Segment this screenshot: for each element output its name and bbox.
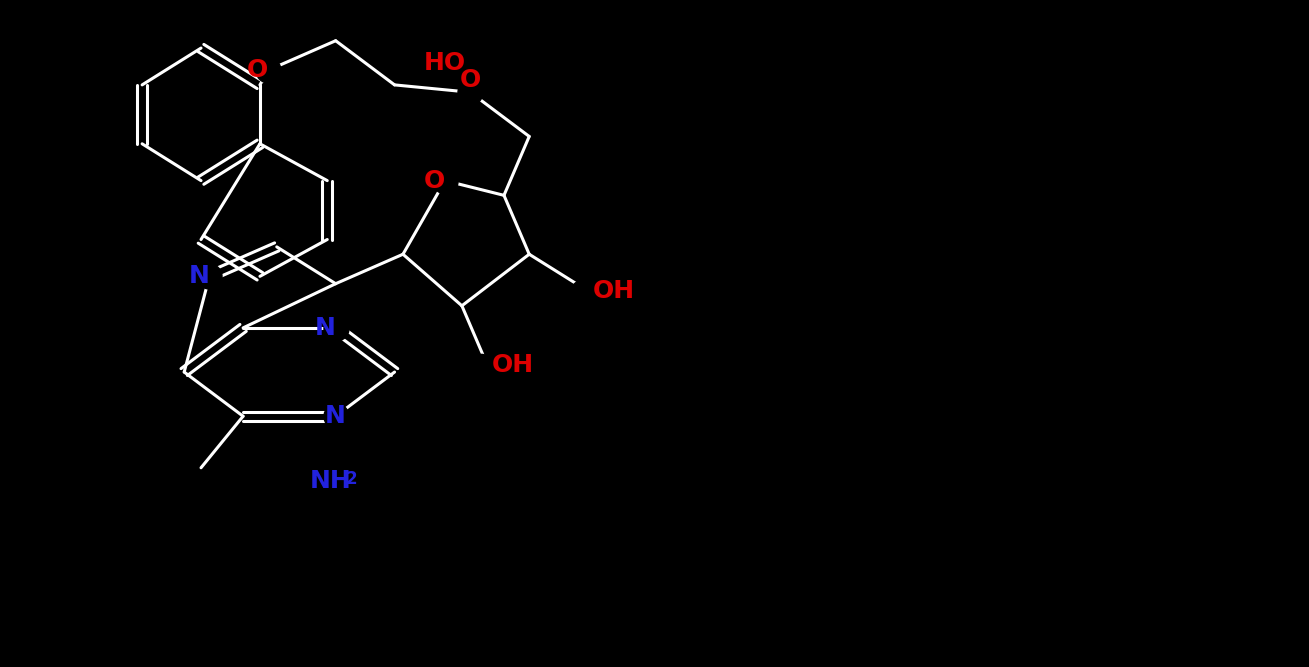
Text: HO: HO — [424, 51, 466, 75]
Text: O: O — [459, 68, 480, 92]
Text: N: N — [188, 264, 209, 288]
Text: 2: 2 — [346, 470, 357, 488]
Text: OH: OH — [593, 279, 635, 303]
Text: O: O — [424, 169, 445, 193]
Text: N: N — [314, 316, 335, 340]
Text: N: N — [325, 404, 346, 428]
Text: O: O — [247, 58, 268, 82]
Text: NH: NH — [310, 469, 352, 493]
Text: OH: OH — [492, 353, 534, 377]
